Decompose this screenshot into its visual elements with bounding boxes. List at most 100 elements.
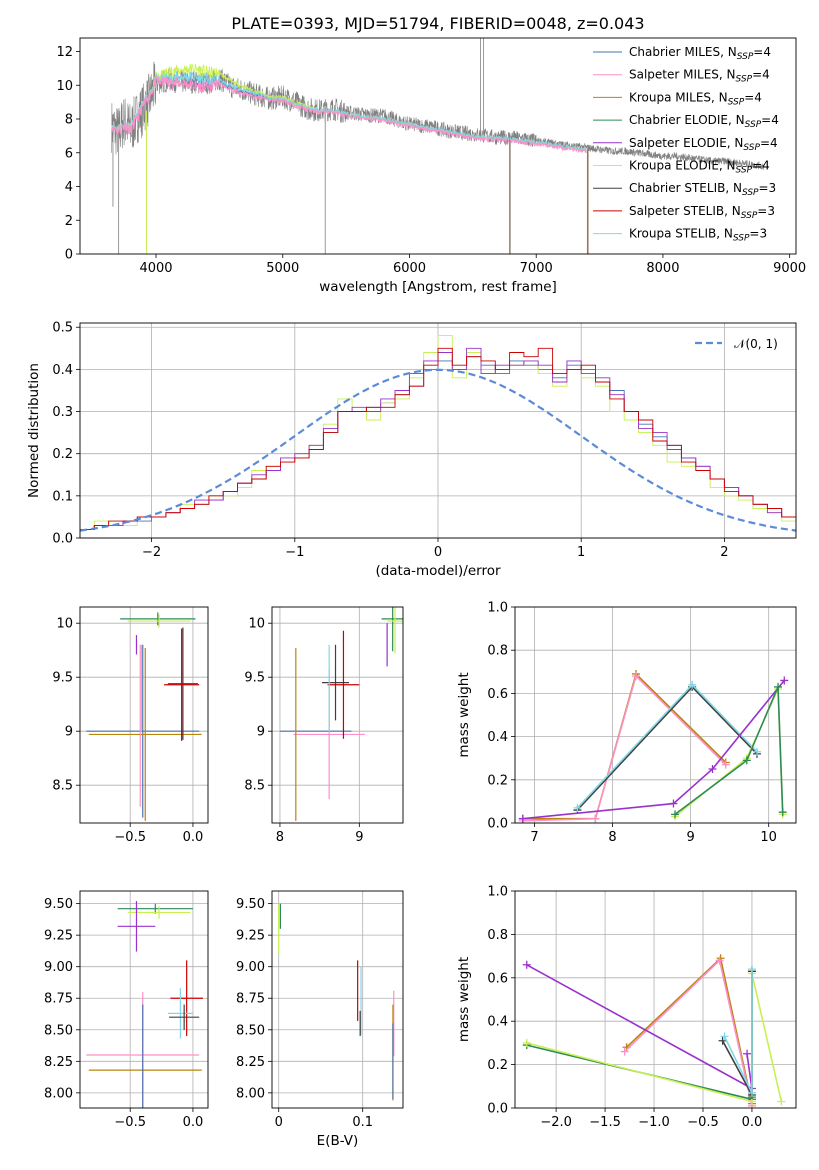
model-spectrum-line [111, 71, 587, 152]
weight-marker [718, 1036, 727, 1045]
y-tick-label: 8.75 [236, 992, 265, 1007]
weight-marker [591, 814, 600, 823]
legend-sub: SSP [736, 75, 753, 85]
weight-line [674, 686, 784, 816]
legend-tail: =4 [752, 159, 770, 173]
y-tick-label: 9.00 [236, 960, 265, 975]
plot-area [111, 38, 765, 254]
legend-sub: SSP [741, 211, 758, 221]
axes-frame [79, 606, 209, 824]
y-tick-label: 0.5 [52, 321, 73, 336]
weight-marker [715, 956, 724, 965]
weight-marker [742, 756, 751, 765]
legend-label: Kroupa MILES, N [629, 90, 728, 104]
y-tick-label: 8.5 [52, 779, 73, 794]
plot-area [522, 954, 786, 1108]
x-tick-label: 7000 [520, 261, 553, 276]
legend-sub: SSP [737, 52, 754, 62]
y-tick-label: 9 [257, 725, 265, 740]
legend-entry: Salpeter STELIB, NSSP=3 [629, 204, 775, 221]
y-tick-label: 8 [65, 113, 73, 128]
y-tick-label: 8.50 [44, 1023, 73, 1038]
x-axis-label: wavelength [Angstrom, rest frame] [319, 279, 557, 295]
y-tick-label: 10 [56, 617, 73, 632]
x-tick-label: 8000 [646, 261, 679, 276]
y-tick-label: 0.0 [487, 817, 508, 832]
weight-marker [721, 760, 730, 769]
axes-frame [79, 890, 209, 1109]
x-tick-label: 8 [608, 830, 616, 845]
weight-line [526, 964, 753, 1090]
weight-marker [780, 676, 789, 685]
x-axis-label: (data-model)/error [375, 563, 501, 579]
y-axis-label: mass weight [456, 957, 472, 1042]
legend-entry: Kroupa MILES, NSSP=4 [629, 90, 762, 107]
y-tick-label: 9.25 [44, 929, 73, 944]
legend-tail: =4 [744, 90, 762, 104]
legend-label: Kroupa STELIB, N [629, 227, 733, 241]
weight-marker [688, 680, 697, 689]
legend-tail: =4 [760, 136, 778, 150]
normal-curve [80, 368, 796, 532]
y-tick-label: 8.5 [244, 779, 265, 794]
y-tick-label: 6 [65, 146, 73, 161]
legend-entry: Kroupa ELODIE, NSSP=4 [629, 159, 770, 176]
figure-title: PLATE=0393, MJD=51794, FIBERID=0048, z=0… [231, 14, 644, 33]
x-tick-label: 10 [760, 830, 777, 845]
legend-sub: SSP [743, 143, 760, 153]
y-tick-label: 12 [56, 45, 73, 60]
plot-area [279, 607, 403, 821]
weight-line [522, 674, 727, 822]
legend-entry: Chabrier ELODIE, NSSP=4 [629, 113, 779, 130]
x-tick-label: 4000 [139, 261, 172, 276]
x-tick-label: −1.0 [638, 1115, 670, 1130]
weight-marker [620, 1047, 629, 1056]
x-tick-label: 0 [275, 1115, 283, 1130]
y-tick-label: 0.2 [487, 773, 508, 788]
axes-frame [271, 606, 404, 824]
axes-mass-vs-EBV: 0 0.1 8.00 8.25 8.50 8.75 9.00 9.25 9.50 E(B-V) [236, 890, 404, 1149]
legend-sub: SSP [736, 166, 753, 176]
axes-age-vs-mass: 8 9 8.5 9 9.5 10 [244, 606, 404, 845]
legend-entry: Chabrier MILES, NSSP=4 [629, 45, 771, 62]
legend-entry: Kroupa STELIB, NSSP=3 [629, 227, 767, 244]
y-tick-label: 8.25 [44, 1055, 73, 1070]
y-tick-label: 9.50 [236, 897, 265, 912]
y-tick-label: 9.5 [52, 671, 73, 686]
plot-area [278, 903, 395, 1101]
weight-marker [752, 747, 761, 756]
weight-line [522, 672, 727, 820]
x-tick-label: 8 [276, 830, 284, 845]
x-tick-label: −0.5 [687, 1115, 719, 1130]
plot-area [86, 901, 203, 1108]
plot-area [80, 335, 796, 532]
y-tick-label: 0.8 [487, 928, 508, 943]
axes-spectrum: 4000 5000 6000 7000 8000 9000 0 2 4 6 8 10 12 wavelen… [56, 37, 806, 295]
weight-line [674, 688, 784, 818]
y-tick-label: 9.25 [236, 929, 265, 944]
legend: 𝒩(0, 1) [695, 337, 778, 351]
x-tick-label: 5000 [266, 261, 299, 276]
y-tick-label: 0.6 [487, 971, 508, 986]
weight-marker [743, 1049, 752, 1058]
y-tick-label: 8.00 [236, 1086, 265, 1101]
y-tick-label: 0.3 [52, 405, 73, 420]
data-spectrum-line [111, 61, 765, 171]
x-tick-label: 7 [530, 830, 538, 845]
histogram-step-line [80, 347, 796, 531]
legend-entry: 𝒩(0, 1) [734, 337, 778, 351]
legend-sub: SSP [728, 97, 745, 107]
legend-tail: =3 [759, 181, 777, 195]
y-tick-label: 1.0 [487, 885, 508, 900]
legend-sub: SSP [742, 188, 759, 198]
y-tick-label: 9.50 [44, 897, 73, 912]
legend-tail: =4 [753, 45, 771, 59]
legend-tail: =3 [757, 204, 775, 218]
axes-frame [514, 606, 797, 824]
y-axis-label: mass weight [456, 672, 472, 757]
weight-marker [708, 765, 717, 773]
x-tick-label: 0.0 [183, 1115, 204, 1130]
y-tick-label: 9.00 [44, 960, 73, 975]
weight-marker [522, 960, 531, 969]
